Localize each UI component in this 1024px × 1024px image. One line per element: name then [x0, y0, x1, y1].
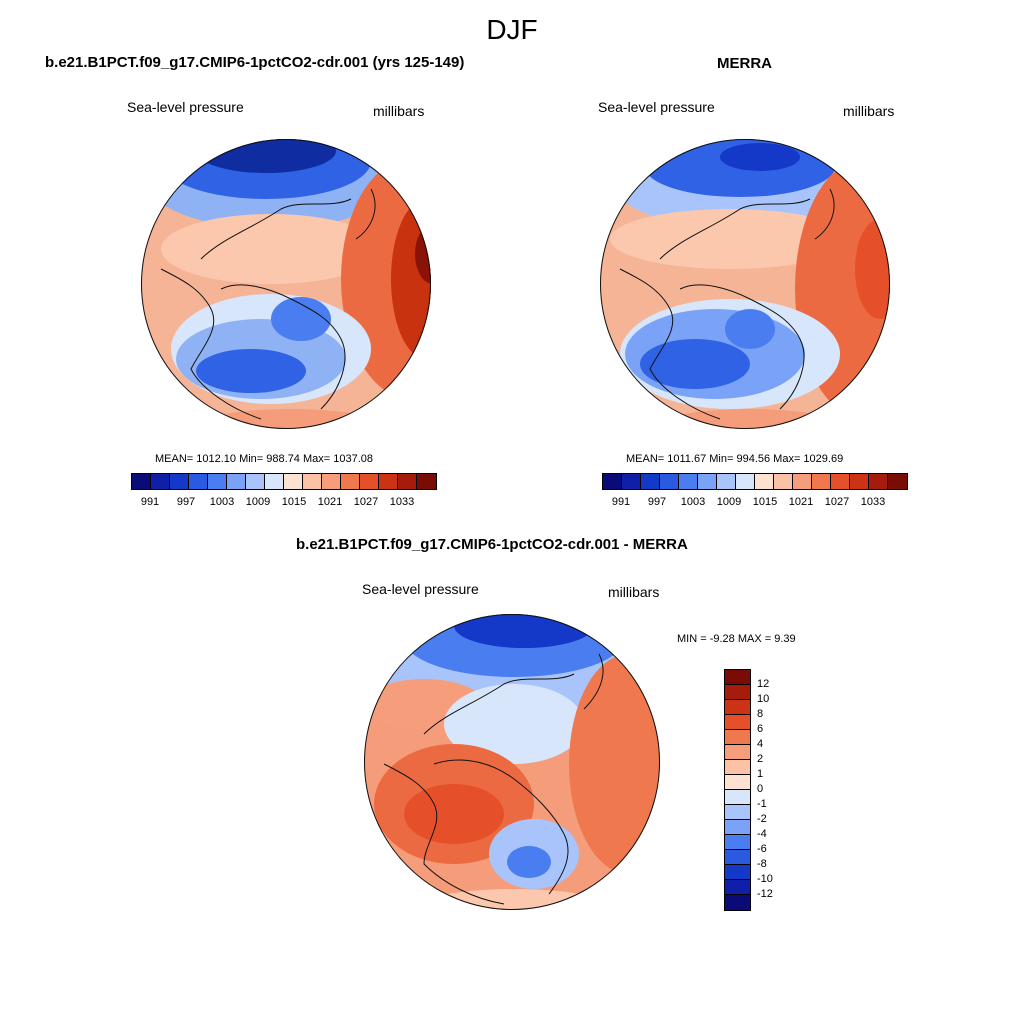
model-stats: MEAN= 1012.10 Min= 988.74 Max= 1037.08	[155, 453, 374, 465]
model-colorbar-swatch	[379, 474, 398, 489]
obs-colorbar-swatch	[679, 474, 698, 489]
model-variable-label: Sea-level pressure	[127, 99, 244, 115]
model-colorbar-tick-label: 1015	[281, 496, 307, 508]
diff-colorbar-tick-label: 6	[757, 723, 764, 735]
model-colorbar-tick-label: 997	[176, 496, 196, 508]
diff-colorbar-tick-label: 2	[757, 753, 764, 765]
diff-colorbar-tick-label: 12	[757, 678, 770, 690]
obs-colorbar-tick-label: 1027	[824, 496, 850, 508]
diff-colorbar-swatch	[725, 715, 750, 730]
diff-colorbar	[724, 669, 751, 911]
model-panel-title: b.e21.B1PCT.f09_g17.CMIP6-1pctCO2-cdr.00…	[45, 54, 465, 71]
model-colorbar-swatch	[170, 474, 189, 489]
obs-colorbar-tick-label: 1015	[752, 496, 778, 508]
model-colorbar-swatch	[322, 474, 341, 489]
model-colorbar-swatch	[398, 474, 417, 489]
diff-colorbar-tick-label: 0	[757, 783, 764, 795]
obs-colorbar-tick-label: 1021	[788, 496, 814, 508]
obs-colorbar-tick-label: 1009	[716, 496, 742, 508]
obs-colorbar-tick-label: 997	[647, 496, 667, 508]
model-colorbar-tick-label: 1021	[317, 496, 343, 508]
obs-polar-map	[600, 139, 890, 429]
model-colorbar-tick-label: 991	[140, 496, 160, 508]
model-colorbar-swatch	[303, 474, 322, 489]
diff-colorbar-tick-label: -4	[757, 828, 767, 840]
model-colorbar: 991 997 1003 1009 1015 1021 1027 1033	[131, 473, 437, 512]
model-colorbar-swatch	[189, 474, 208, 489]
diff-stats: MIN = -9.28 MAX = 9.39	[677, 633, 796, 645]
diff-colorbar-tick-label: -12	[757, 888, 773, 900]
diff-colorbar-swatch	[725, 820, 750, 835]
model-colorbar-tick-label: 1003	[209, 496, 235, 508]
diff-colorbar-tick-label: -8	[757, 858, 767, 870]
obs-colorbar: 991 997 1003 1009 1015 1021 1027 1033	[602, 473, 908, 512]
figure-title: DJF	[486, 14, 538, 45]
diff-colorbar-swatch	[725, 865, 750, 880]
diff-colorbar-swatch	[725, 775, 750, 790]
obs-colorbar-tick-label: 991	[611, 496, 631, 508]
obs-colorbar-swatch	[641, 474, 660, 489]
diff-colorbar-swatch	[725, 685, 750, 700]
diff-colorbar-tick-label: 4	[757, 738, 764, 750]
diff-colorbar-swatch	[725, 730, 750, 745]
model-colorbar-swatch	[265, 474, 284, 489]
obs-colorbar-swatch	[888, 474, 907, 489]
obs-colorbar-swatch	[603, 474, 622, 489]
model-colorbar-swatch	[341, 474, 360, 489]
diff-colorbar-swatch	[725, 880, 750, 895]
diff-variable-label: Sea-level pressure	[362, 581, 479, 597]
diff-colorbar-swatch	[725, 895, 750, 910]
model-colorbar-tick-label: 1027	[353, 496, 379, 508]
model-polar-map	[141, 139, 431, 429]
diff-colorbar-swatch	[725, 835, 750, 850]
diff-colorbar-tick-label: -2	[757, 813, 767, 825]
diff-colorbar-swatch	[725, 745, 750, 760]
model-colorbar-swatch	[360, 474, 379, 489]
obs-variable-label: Sea-level pressure	[598, 99, 715, 115]
diff-colorbar-tick-label: -6	[757, 843, 767, 855]
obs-colorbar-swatch	[793, 474, 812, 489]
obs-colorbar-swatch	[755, 474, 774, 489]
diff-colorbar-swatch	[725, 850, 750, 865]
obs-colorbar-swatch	[869, 474, 888, 489]
diff-units-label: millibars	[608, 584, 660, 600]
obs-colorbar-swatch	[774, 474, 793, 489]
model-colorbar-swatch	[208, 474, 227, 489]
diff-colorbar-tick-label: 10	[757, 693, 770, 705]
obs-colorbar-swatch	[660, 474, 679, 489]
obs-colorbar-swatch	[698, 474, 717, 489]
obs-colorbar-tick-label: 1003	[680, 496, 706, 508]
diff-colorbar-tick-label: 8	[757, 708, 764, 720]
obs-colorbar-tick-label: 1033	[860, 496, 886, 508]
model-colorbar-swatch	[417, 474, 436, 489]
obs-panel-title: MERRA	[717, 55, 772, 72]
obs-stats: MEAN= 1011.67 Min= 994.56 Max= 1029.69	[626, 453, 844, 465]
diff-colorbar-tick-label: -1	[757, 798, 767, 810]
diff-colorbar-labels: 12 10 8 6 4 2 1 0 -1 -2 -4 -6 -8 -10 -12	[757, 669, 797, 911]
diff-colorbar-swatch	[725, 790, 750, 805]
obs-colorbar-swatch	[736, 474, 755, 489]
obs-colorbar-swatch	[831, 474, 850, 489]
obs-units-label: millibars	[843, 103, 895, 119]
model-colorbar-tick-label: 1009	[245, 496, 271, 508]
diff-polar-map	[364, 614, 660, 910]
diff-panel-title: b.e21.B1PCT.f09_g17.CMIP6-1pctCO2-cdr.00…	[296, 536, 688, 553]
diff-colorbar-swatch	[725, 805, 750, 820]
model-colorbar-swatch	[246, 474, 265, 489]
model-units-label: millibars	[373, 103, 425, 119]
obs-colorbar-swatch	[850, 474, 869, 489]
obs-colorbar-swatch	[622, 474, 641, 489]
model-colorbar-swatch	[284, 474, 303, 489]
diff-colorbar-swatch	[725, 760, 750, 775]
diff-colorbar-tick-label: 1	[757, 768, 764, 780]
diff-colorbar-swatch	[725, 700, 750, 715]
obs-colorbar-swatch	[812, 474, 831, 489]
obs-colorbar-swatch	[717, 474, 736, 489]
model-colorbar-swatch	[132, 474, 151, 489]
model-colorbar-swatch	[227, 474, 246, 489]
diff-colorbar-swatch	[725, 670, 750, 685]
model-colorbar-swatch	[151, 474, 170, 489]
model-colorbar-tick-label: 1033	[389, 496, 415, 508]
diff-colorbar-tick-label: -10	[757, 873, 773, 885]
